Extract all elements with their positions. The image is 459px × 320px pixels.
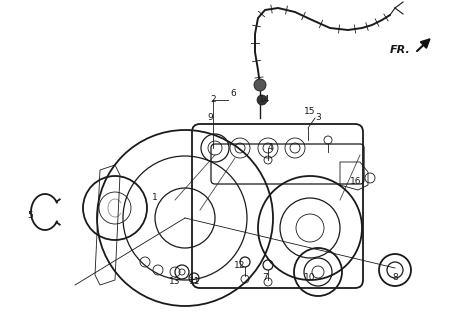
Text: FR.: FR.: [389, 45, 410, 55]
Text: 11: 11: [189, 277, 200, 286]
Circle shape: [253, 79, 265, 91]
Text: 3: 3: [314, 114, 320, 123]
Text: 13: 13: [169, 277, 180, 286]
Text: 5: 5: [27, 211, 33, 220]
Text: 6: 6: [230, 90, 235, 99]
Text: 14: 14: [259, 95, 270, 105]
Circle shape: [257, 95, 266, 105]
Text: 12: 12: [234, 260, 245, 269]
Text: 15: 15: [303, 108, 315, 116]
Text: 8: 8: [391, 274, 397, 283]
Text: 2: 2: [210, 95, 215, 105]
FancyArrowPatch shape: [416, 39, 428, 51]
Text: 4: 4: [267, 143, 272, 153]
Text: 9: 9: [207, 114, 213, 123]
Text: 16: 16: [349, 178, 361, 187]
Text: 7: 7: [262, 274, 267, 283]
Text: 10: 10: [303, 274, 315, 283]
Text: 1: 1: [152, 194, 157, 203]
